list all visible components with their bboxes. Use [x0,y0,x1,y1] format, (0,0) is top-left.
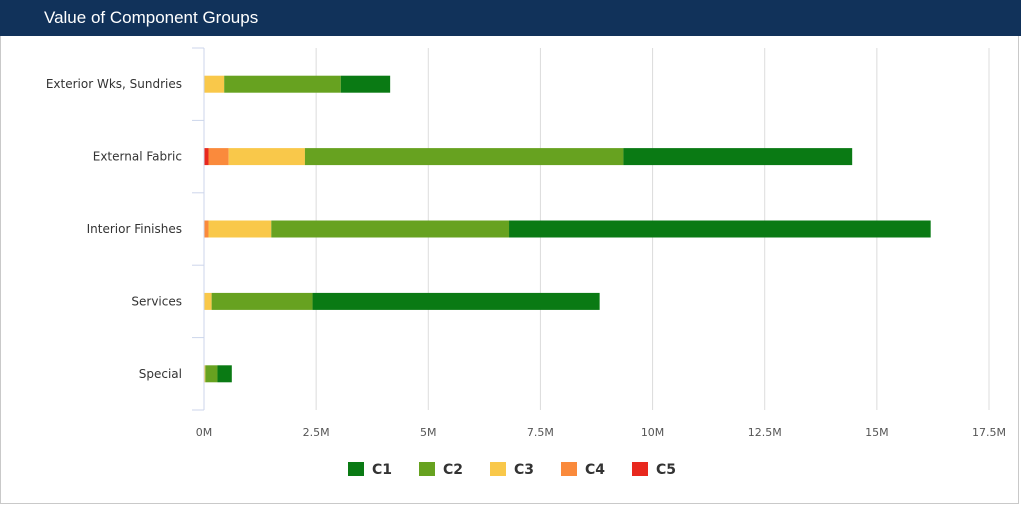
bar-segment-c3[interactable] [208,220,272,238]
legend-label[interactable]: C4 [585,462,605,478]
legend-label[interactable]: C3 [514,462,534,478]
bar-segment-c2[interactable] [271,220,510,238]
bar-segment-c2[interactable] [205,365,218,383]
legend-label[interactable]: C2 [443,462,463,478]
bar-segment-c2[interactable] [304,148,624,166]
legend[interactable]: C1 C2 C3 C4 C5 [348,462,676,478]
x-tick-label: 12.5M [748,426,782,439]
x-tick-label: 0M [196,426,213,439]
bar-segment-c3[interactable] [228,148,305,166]
legend-item-c2[interactable]: C2 [419,462,463,478]
axis-layer: 0M 2.5M 5M 7.5M 10M 12.5M 15M 17.5M Exterior Wks… [46,47,1006,439]
legend-label[interactable]: C5 [656,462,676,478]
bar-segment-c3[interactable] [204,292,212,310]
legend-item-c4[interactable]: C4 [561,462,605,478]
bar-segment-c3[interactable] [204,365,206,383]
bar-segment-c2[interactable] [224,75,341,93]
legend-swatch[interactable] [419,462,435,476]
x-tick-label: 10M [641,426,665,439]
legend-swatch[interactable] [632,462,648,476]
bar-segment-c1[interactable] [623,148,853,166]
legend-label[interactable]: C1 [372,462,392,478]
bar-segment-c3[interactable] [204,75,225,93]
x-tick-label: 2.5M [303,426,330,439]
bar-layer [204,75,931,383]
category-label: Special [139,367,182,381]
category-label: Interior Finishes [87,222,182,236]
legend-item-c3[interactable]: C3 [490,462,534,478]
bar-chart: 0M 2.5M 5M 7.5M 10M 12.5M 15M 17.5M Exterior Wks… [46,47,1006,478]
legend-swatch[interactable] [561,462,577,476]
legend-swatch[interactable] [348,462,364,476]
legend-swatch[interactable] [490,462,506,476]
x-tick-label: 15M [865,426,889,439]
x-tick-label: 7.5M [527,426,554,439]
bar-segment-c1[interactable] [509,220,931,238]
category-label: Exterior Wks, Sundries [46,77,182,91]
x-tick-label: 5M [420,426,437,439]
bar-segment-c5[interactable] [204,148,209,166]
chart-panel: 0M 2.5M 5M 7.5M 10M 12.5M 15M 17.5M Exterior Wks… [0,36,1019,504]
bar-segment-c1[interactable] [217,365,232,383]
bar-segment-c2[interactable] [211,292,313,310]
chart-title: Value of Component Groups [44,8,259,27]
legend-item-c1[interactable]: C1 [348,462,392,478]
x-tick-label: 17.5M [972,426,1006,439]
category-label: External Fabric [93,150,182,164]
bar-segment-c1[interactable] [340,75,391,93]
legend-item-c5[interactable]: C5 [632,462,676,478]
bar-segment-c1[interactable] [312,292,600,310]
bar-segment-c4[interactable] [208,148,229,166]
category-label: Services [131,294,182,308]
chart-header: Value of Component Groups [0,0,1021,36]
bar-segment-c4[interactable] [204,220,209,238]
